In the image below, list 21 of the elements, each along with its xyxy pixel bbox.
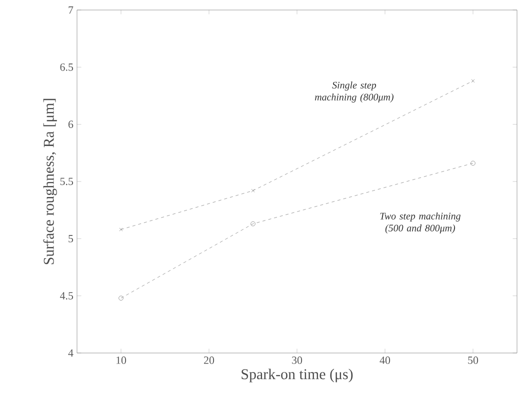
series-label: Single step machining (800μm) [314, 82, 394, 103]
x-axis-title: Spark-on time (μs) [242, 368, 353, 382]
point [470, 160, 476, 166]
y-tick-label: 7 [68, 6, 74, 14]
x-tick-label: 40 [380, 356, 390, 364]
y-tick-label: 4.5 [60, 292, 74, 300]
x-tick-label: 50 [468, 356, 478, 364]
x-tick-label: 10 [116, 356, 126, 364]
x-tick-label: 30 [292, 356, 302, 364]
point [250, 221, 256, 226]
y-tick-label: 4 [68, 349, 74, 357]
y-tick-label: 6.5 [60, 63, 74, 71]
point [471, 79, 475, 83]
y-tick-label: 5.5 [60, 178, 74, 186]
y-tick-label: 5 [68, 235, 74, 242]
x-tick-label: 20 [204, 356, 214, 364]
y-axis-title: Surface roughness, Ra [μm] [43, 98, 57, 264]
point [118, 296, 124, 301]
y-tick-label: 6 [68, 120, 74, 128]
text: Two step machining (500 and 800μm) [380, 212, 460, 234]
point [251, 188, 255, 192]
